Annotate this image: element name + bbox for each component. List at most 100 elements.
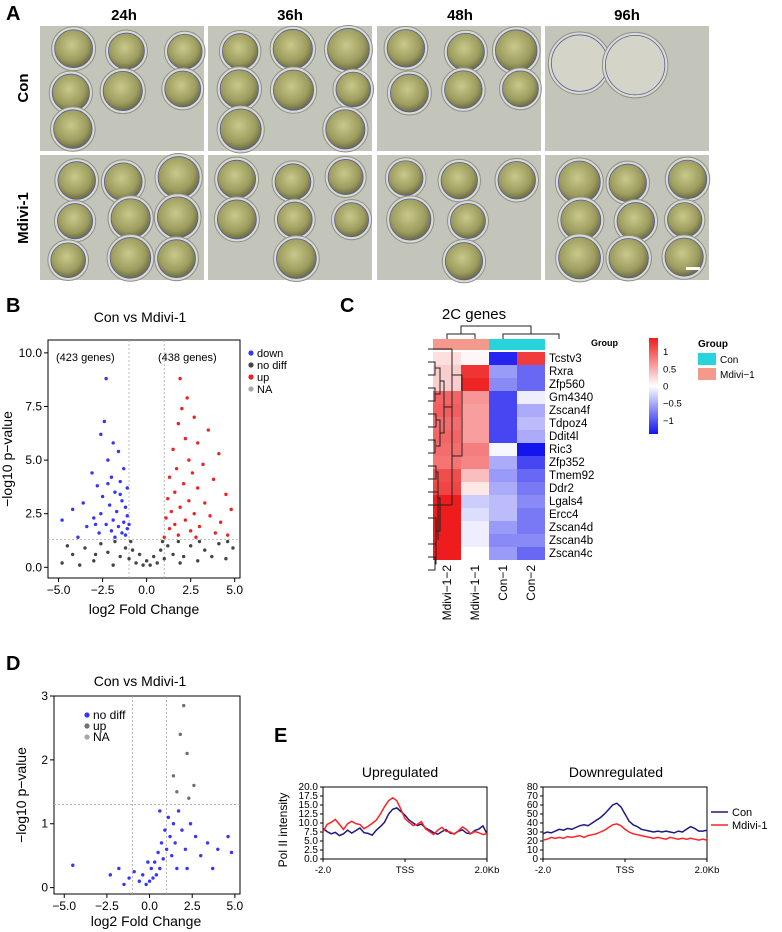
legend-dot-down [248, 350, 254, 356]
embryo-cell [605, 34, 666, 96]
heatmap-row-label-13: Zscan4d [549, 522, 593, 534]
profile-up-chart: 0.02.55.07.510.012.515.017.520.0 -2.0 TSS 2… [299, 782, 500, 876]
volcano-b-point-down-30 [109, 529, 114, 533]
volcano-d-point-nodiff-29 [199, 853, 203, 858]
heatmap-cell-10-2 [489, 482, 517, 495]
colorbar [649, 338, 658, 434]
col-label-24h: 24h [111, 7, 137, 24]
volcano-b-point-up-33 [167, 526, 172, 531]
group-bar-0 [433, 339, 461, 350]
volcano-b-point-down-18 [70, 507, 75, 512]
heatmap-cell-7-2 [489, 443, 517, 456]
volcano-b-point-down-3 [111, 441, 115, 445]
profile-down-title: Downregulated [569, 764, 663, 780]
volcano-b-point-up-20 [166, 496, 170, 501]
heatmap-cell-4-0 [433, 404, 461, 417]
volcano-d-point-nodiff-14 [158, 866, 162, 871]
profile-down-plot-area [542, 786, 708, 860]
volcano-b-point-down-8 [109, 475, 114, 479]
volcano-b-point-down-12 [113, 490, 117, 494]
heatmap-cell-3-1 [461, 391, 489, 404]
profile-up-ytick-label-7: 17.5 [299, 791, 319, 802]
volcano-d-point-nodiff-26 [183, 847, 188, 851]
profile-down-ytick-label-5: 50 [527, 809, 539, 820]
heatmap-cell-2-2 [489, 378, 517, 391]
legend-label-na-d: NA [93, 730, 110, 744]
heatmap-row-label-4: Zscan4f [549, 405, 591, 417]
volcano-b-ytick-label-4: 10.0 [19, 346, 43, 360]
volcano-b-xtick-label-4: 5.0 [226, 583, 243, 597]
heatmap-cell-0-3 [517, 352, 545, 365]
embryo-cell [57, 161, 96, 200]
heatmap-cell-11-1 [461, 495, 489, 508]
embryo-cell [219, 69, 259, 109]
heatmap-cell-12-0 [433, 508, 461, 521]
volcano-b-point-down-22 [92, 516, 96, 520]
embryo-cell [219, 108, 262, 151]
heatmap-cell-14-1 [461, 534, 489, 547]
volcano-b-point-up-5 [206, 428, 210, 432]
profile-down-ytick-label-0: 0 [532, 854, 538, 865]
volcano-b-xtick-label-1: −2.5 [91, 583, 115, 597]
legend-dot-up [248, 374, 254, 380]
heatmap-title: 2C genes [442, 306, 506, 323]
volcano-b-ytick-label-3: 7.5 [25, 399, 42, 413]
volcano-d-point-nodiff-30 [205, 841, 210, 845]
volcano-b-point-down-20 [99, 511, 103, 516]
profile-down-xtick-label-0: -2.0 [535, 865, 551, 876]
volcano-b-point-down-13 [100, 494, 105, 499]
heatmap-cell-14-0 [433, 534, 461, 547]
group-legend-label-mdivi: Mdivi−1 [720, 370, 755, 381]
volcano-b-point-up-37 [162, 535, 166, 539]
volcano-b-point-down-28 [85, 524, 89, 529]
heatmap-cell-2-1 [461, 378, 489, 391]
colorbar-ticks: 1 0.5 0 −0.5 −1 [663, 347, 682, 427]
heatmap-cell-9-0 [433, 469, 461, 482]
heatmap-cell-15-3 [517, 547, 545, 560]
volcano-d-point-nodiff-31 [216, 847, 220, 851]
profile-down-line-mdivi-1 [542, 823, 708, 841]
panel-b: B Con vs Mdivi-1 −5.0 −2.5 0.0 2.5 5.0 0.0 2.5… [0, 295, 288, 617]
volcano-b-point-down-14 [120, 499, 124, 503]
volcano-b-point-down-17 [123, 505, 128, 509]
profile-up-ytick-label-8: 20.0 [299, 782, 319, 793]
volcano-b-point-nodiff-35 [197, 539, 202, 544]
volcano-b-point-up-23 [178, 505, 182, 509]
volcano-b-point-nodiff-29 [224, 557, 228, 561]
volcano-b-point-nodiff-3 [92, 559, 96, 563]
volcano-d-legend: no diff up NA [84, 708, 126, 744]
profile-up-line-mdivi-1 [322, 796, 488, 836]
volcano-b-point-down-25 [122, 520, 126, 524]
embryo-cell [274, 163, 312, 201]
profile-down-xtick-label-2: 2.0Kb [695, 865, 720, 876]
volcano-b-point-nodiff-7 [118, 554, 122, 559]
heatmap-row-label-6: Ddit4l [549, 431, 578, 443]
volcano-b-point-up-26 [192, 511, 196, 516]
volcano-b-xtick-label-2: 0.0 [138, 583, 155, 597]
embryo-cell [103, 162, 143, 202]
volcano-d-point-nodiff-7 [144, 882, 148, 887]
volcano-b-point-up-9 [217, 451, 221, 456]
heatmap-cell-2-0 [433, 378, 461, 391]
volcano-b-point-nodiff-14 [144, 559, 149, 563]
profile-up-xtick-label-2: 2.0Kb [475, 865, 500, 876]
volcano-d-point-nodiff-1 [108, 873, 113, 877]
volcano-b-point-nodiff-2 [83, 546, 87, 550]
volcano-b-point-down-15 [81, 501, 85, 505]
volcano-d-point-up-6 [187, 796, 191, 800]
legend-dot-na-d [84, 734, 90, 740]
embryo-cell [276, 201, 313, 238]
heatmap-cell-3-0 [433, 391, 461, 404]
embryo-cell [217, 159, 256, 199]
embryo-cell [497, 161, 536, 200]
heatmap-row-label-3: Gm4340 [549, 392, 593, 404]
volcano-b-ytick-label-2: 5.0 [25, 453, 42, 467]
group-legend-label-con: Con [720, 355, 738, 366]
profile-up-title: Upregulated [362, 764, 438, 780]
profile-down-xtick-label-1: TSS [616, 865, 634, 876]
volcano-b-point-nodiff-17 [155, 561, 159, 565]
heatmap-cell-1-2 [489, 365, 517, 378]
volcano-b-xtick-label-3: 2.5 [182, 583, 199, 597]
profile-down-line-con [542, 802, 708, 835]
